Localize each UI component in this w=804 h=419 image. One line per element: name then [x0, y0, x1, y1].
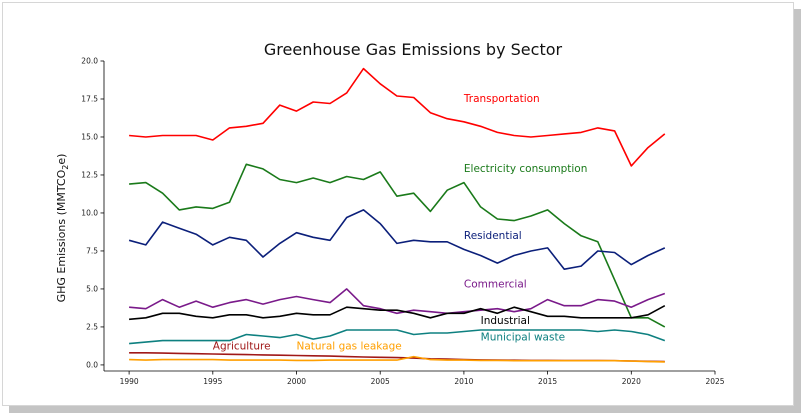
y-tick-label: 10.0: [81, 209, 98, 218]
chart-title: Greenhouse Gas Emissions by Sector: [264, 40, 563, 59]
series-line-electricity-consumption: [129, 163, 666, 328]
series-line-transportation: [129, 67, 666, 167]
y-tick-label: 12.5: [81, 171, 98, 180]
series-line-municipal-waste: [129, 329, 666, 345]
series-label-electricity-consumption: Electricity consumption: [464, 163, 587, 175]
axes: 1990 1995 2000 2005 2010 2015 2020 2025 0.0 2.5 5.…: [81, 57, 724, 386]
y-tick-label: 5.0: [86, 285, 98, 294]
series-line-residential: [128, 209, 666, 271]
series-label-agriculture: Agriculture: [213, 341, 271, 353]
series-label-natural-gas-leakage: Natural gas leakage: [297, 341, 402, 353]
figure-frame: Greenhouse Gas Emissions by Sector GHG E…: [2, 2, 794, 406]
x-tick-label: 2000: [287, 377, 306, 386]
x-tick-label: 2005: [371, 377, 390, 386]
series-line-industrial: [129, 304, 666, 321]
x-tick-label: 1995: [203, 377, 222, 386]
y-axis-label: GHG Emissions (MMTCO2e): [55, 154, 70, 303]
series-line-commercial: [129, 288, 666, 315]
x-tick-label: 2025: [705, 377, 724, 386]
y-tick-label: 2.5: [86, 323, 98, 332]
x-tick-label: 2010: [454, 377, 473, 386]
y-axis-label-main: GHG Emissions (MMTCO: [55, 169, 68, 302]
series-label-transportation: Transportation: [463, 93, 540, 105]
y-tick-label: 17.5: [81, 95, 98, 104]
y-tick-label: 20.0: [81, 57, 98, 66]
series-labels: Transportation Electricity consumption Res…: [213, 93, 588, 353]
x-tick-label: 1990: [120, 377, 139, 386]
y-axis-label-subscript: 2: [61, 165, 70, 170]
line-chart: Greenhouse Gas Emissions by Sector GHG E…: [55, 40, 725, 386]
series-line-natural-gas-leakage: [129, 355, 665, 363]
y-tick-label: 15.0: [81, 133, 98, 142]
y-tick-label: 7.5: [86, 247, 98, 256]
series-label-residential: Residential: [464, 230, 522, 242]
series-label-commercial: Commercial: [464, 278, 527, 290]
series-label-municipal-waste: Municipal waste: [481, 332, 565, 344]
x-tick-label: 2015: [538, 377, 557, 386]
x-tick-label: 2020: [622, 377, 641, 386]
series-layer: [128, 67, 666, 363]
y-axis-label-end: e): [55, 154, 68, 165]
y-tick-label: 0.0: [86, 361, 98, 370]
series-label-industrial: Industrial: [481, 315, 530, 327]
